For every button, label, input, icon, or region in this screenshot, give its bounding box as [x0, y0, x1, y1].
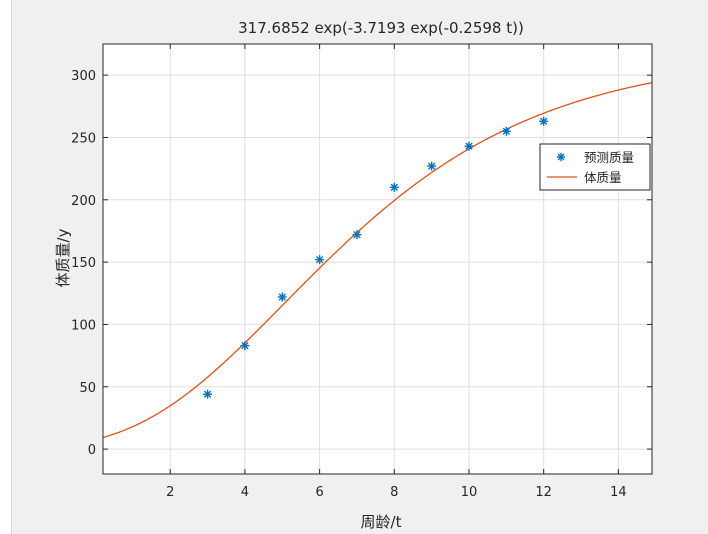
y-tick-label: 50	[79, 381, 96, 396]
legend-marker-icon	[556, 152, 566, 162]
y-tick-label: 250	[71, 131, 96, 146]
x-tick-label: 14	[610, 485, 627, 500]
y-tick-label: 100	[71, 318, 96, 333]
chart-title: 317.6852 exp(-3.7193 exp(-0.2598 t))	[238, 19, 524, 37]
legend-label-predicted: 预测质量	[584, 150, 634, 165]
data-point-3	[277, 292, 287, 302]
y-tick-label: 300	[71, 69, 96, 84]
x-tick-label: 2	[166, 485, 174, 500]
data-point-10	[539, 116, 549, 126]
data-point-7	[427, 161, 437, 171]
x-tick-label: 8	[390, 485, 398, 500]
data-point-6	[389, 182, 399, 192]
y-axis-label: 体质量/y	[54, 228, 72, 287]
y-tick-label: 0	[88, 443, 96, 458]
legend-label-fitted: 体质量	[584, 170, 622, 185]
left-window-edge	[0, 0, 12, 534]
x-axis-label: 周龄/t	[361, 513, 402, 531]
x-tick-label: 10	[461, 485, 478, 500]
x-tick-label: 4	[241, 485, 249, 500]
plot-area	[103, 44, 652, 474]
series-line-fitted-curve	[102, 82, 653, 439]
x-tick-label: 12	[535, 485, 552, 500]
axes-box	[102, 43, 653, 475]
legend	[539, 143, 651, 191]
data-point-8	[464, 141, 474, 151]
y-tick-label: 200	[71, 194, 96, 209]
data-point-1	[203, 389, 213, 399]
data-point-2	[240, 341, 250, 351]
data-point-5	[352, 230, 362, 240]
data-point-9	[501, 126, 511, 136]
data-point-4	[315, 255, 325, 265]
x-tick-label: 6	[315, 485, 323, 500]
y-tick-label: 150	[71, 256, 96, 271]
